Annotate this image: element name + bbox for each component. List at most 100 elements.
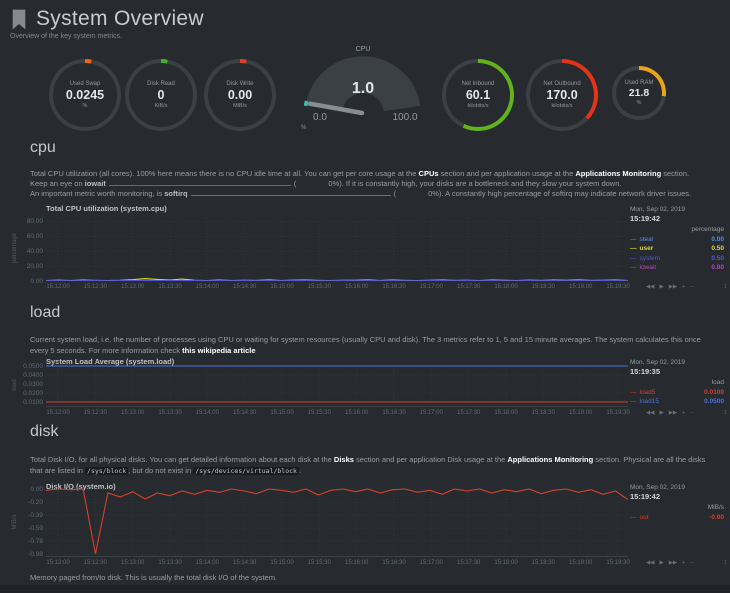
chart-legend: Mon, Sep 02, 2019 15:19:42 MiB/s — out -0.… bbox=[630, 484, 724, 521]
chart-resize-handle-icon[interactable]: ↕ bbox=[723, 409, 728, 416]
inline-link[interactable]: Applications Monitoring bbox=[575, 169, 662, 178]
legend-dash-icon: — bbox=[630, 235, 637, 243]
cpu-description-line: Total CPU utilization (all cores). 100% … bbox=[30, 169, 689, 178]
zoom-in-icon[interactable]: + bbox=[682, 560, 686, 566]
legend-dash-icon: — bbox=[630, 513, 637, 521]
text-segment: Total Disk I/O, for all physical disks. … bbox=[30, 455, 334, 464]
play-icon[interactable]: ▶ bbox=[659, 560, 664, 566]
chart-resize-handle-icon[interactable]: ↕ bbox=[723, 559, 728, 566]
x-axis-tick: 15:17:30 bbox=[457, 284, 481, 290]
x-axis-tick: 15:15:30 bbox=[307, 410, 331, 416]
y-axis-tick: 80.00 bbox=[26, 218, 43, 226]
legend-item-system[interactable]: — system 0.50 bbox=[630, 254, 724, 262]
x-axis-tick: 15:13:00 bbox=[121, 560, 145, 566]
x-axis-tick: 15:14:00 bbox=[195, 284, 219, 290]
y-axis-tick: -0.59 bbox=[28, 524, 43, 532]
bookmark-icon bbox=[12, 9, 26, 29]
x-axis-tick: 15:15:30 bbox=[307, 560, 331, 566]
inline-code: /sys/block bbox=[85, 466, 129, 475]
zoom-out-icon[interactable]: − bbox=[690, 284, 694, 290]
chart-system-cpu: Total CPU utilization (system.cpu) percen… bbox=[0, 204, 730, 300]
gauge-cpu-value: 1.0 bbox=[352, 80, 374, 97]
x-axis-tick: 15:12:00 bbox=[46, 560, 70, 566]
pan-backward-icon[interactable]: ◀◀ bbox=[646, 410, 655, 416]
inline-sparkline[interactable] bbox=[108, 179, 291, 186]
legend-dash-icon: — bbox=[630, 264, 637, 271]
legend-item-user[interactable]: — user 0.50 bbox=[630, 245, 724, 252]
chart-legend: Mon, Sep 02, 2019 15:19:42 percentage — st… bbox=[630, 206, 724, 271]
pan-forward-icon[interactable]: ▶▶ bbox=[668, 410, 678, 416]
inline-link[interactable]: CPUs bbox=[418, 169, 439, 178]
zoom-in-icon[interactable]: + bbox=[682, 410, 686, 416]
section-heading-cpu: cpu bbox=[30, 139, 56, 156]
chart-toolbar: ◀◀ ▶ ▶▶ + − bbox=[646, 410, 694, 416]
x-axis-tick: 15:14:00 bbox=[195, 560, 219, 566]
x-axis-tick: 15:19:30 bbox=[606, 410, 630, 416]
gauge-value: 0 bbox=[157, 88, 165, 102]
legend-item-steal[interactable]: — steal 0.00 bbox=[630, 235, 724, 243]
legend-date: Mon, Sep 02, 2019 bbox=[630, 359, 685, 366]
gauge-value: 0.0245 bbox=[65, 88, 105, 102]
x-axis-tick: 15:12:00 bbox=[46, 410, 70, 416]
chart-toolbar: ◀◀ ▶ ▶▶ + − bbox=[646, 284, 694, 290]
zoom-out-icon[interactable]: − bbox=[690, 410, 694, 416]
pan-backward-icon[interactable]: ◀◀ bbox=[646, 560, 655, 566]
gauge-value: 21.8 bbox=[628, 87, 650, 99]
gauge-title: Disk Read bbox=[147, 81, 175, 87]
chart-resize-handle-icon[interactable]: ↕ bbox=[723, 283, 728, 290]
legend-unit-header: load bbox=[711, 379, 724, 386]
gauge-unit: kilobits/s bbox=[551, 103, 573, 109]
gauge-disk-read[interactable]: Disk Read 0 KiB/s bbox=[125, 59, 197, 131]
disk-description: Total Disk I/O, for all physical disks. … bbox=[30, 455, 708, 476]
zoom-out-icon[interactable]: − bbox=[690, 560, 694, 566]
gauge-value: 0.00 bbox=[227, 88, 253, 102]
pan-forward-icon[interactable]: ▶▶ bbox=[668, 560, 678, 566]
chart-toolbar: ◀◀ ▶ ▶▶ + − bbox=[646, 560, 694, 566]
x-axis-tick: 15:19:00 bbox=[569, 284, 593, 290]
text-segment: Total CPU utilization (all cores). 100% … bbox=[30, 169, 419, 178]
chart-plot-area[interactable] bbox=[46, 215, 628, 281]
play-icon[interactable]: ▶ bbox=[659, 410, 664, 416]
chart-plot-area[interactable] bbox=[46, 487, 628, 557]
text-segment: softirq bbox=[164, 189, 188, 198]
y-axis-tick: 0.0200 bbox=[23, 389, 43, 397]
legend-item-load5[interactable]: — load5 0.0100 bbox=[630, 388, 724, 396]
legend-item-out[interactable]: — out -0.00 bbox=[630, 513, 724, 521]
legend-item-iowait[interactable]: — iowait 0.00 bbox=[630, 264, 724, 271]
x-axis-tick: 15:15:30 bbox=[307, 284, 331, 290]
zoom-in-icon[interactable]: + bbox=[682, 284, 686, 290]
chart-plot-area[interactable] bbox=[46, 362, 628, 407]
legend-dash-icon: — bbox=[630, 398, 637, 405]
next-section-band bbox=[0, 585, 730, 593]
x-axis-tick: 15:14:30 bbox=[233, 560, 257, 566]
x-axis-tick: 15:15:00 bbox=[270, 284, 294, 290]
chart-legend: Mon, Sep 02, 2019 15:19:35 load — load5 0.… bbox=[630, 359, 724, 405]
text-segment: Current system load, i.e. the number of … bbox=[30, 335, 701, 355]
gauge-used-swap[interactable]: Used Swap 0.0245 % bbox=[49, 59, 121, 131]
load-description: Current system load, i.e. the number of … bbox=[30, 335, 708, 356]
legend-time: 15:19:42 bbox=[630, 492, 661, 501]
gauge-net-inbound[interactable]: Net Inbound 60.1 kilobits/s bbox=[442, 59, 514, 131]
inline-link[interactable]: Applications Monitoring bbox=[507, 455, 594, 464]
inline-sparkline[interactable] bbox=[190, 189, 391, 196]
pan-forward-icon[interactable]: ▶▶ bbox=[668, 284, 678, 290]
x-axis-tick: 15:19:00 bbox=[569, 410, 593, 416]
gauge-title: Net Inbound bbox=[461, 81, 495, 87]
play-icon[interactable]: ▶ bbox=[659, 284, 664, 290]
inline-link[interactable]: this wikipedia article bbox=[182, 345, 256, 355]
chart-title: System Load Average (system.load) bbox=[46, 357, 175, 366]
gauge-cpu[interactable]: CPU 1.0 0.0 100.0 % bbox=[298, 42, 428, 132]
x-axis-tick: 15:13:00 bbox=[121, 410, 145, 416]
x-axis-tick: 15:16:00 bbox=[345, 284, 369, 290]
x-axis-tick: 15:13:00 bbox=[121, 284, 145, 290]
pan-backward-icon[interactable]: ◀◀ bbox=[646, 284, 655, 290]
legend-item-load15[interactable]: — load15 0.0500 bbox=[630, 398, 724, 405]
gauge-net-outbound[interactable]: Net Outbound 170.0 kilobits/s bbox=[526, 59, 598, 131]
inline-link[interactable]: Disks bbox=[333, 455, 354, 464]
gauge-face: Disk Read 0 KiB/s bbox=[129, 63, 193, 127]
gauge-disk-write[interactable]: Disk Write 0.00 MiB/s bbox=[204, 59, 276, 131]
x-axis-tick: 15:17:00 bbox=[419, 410, 443, 416]
gauge-used-ram[interactable]: Used RAM 21.8 % bbox=[612, 66, 666, 120]
text-segment: . bbox=[298, 465, 302, 475]
